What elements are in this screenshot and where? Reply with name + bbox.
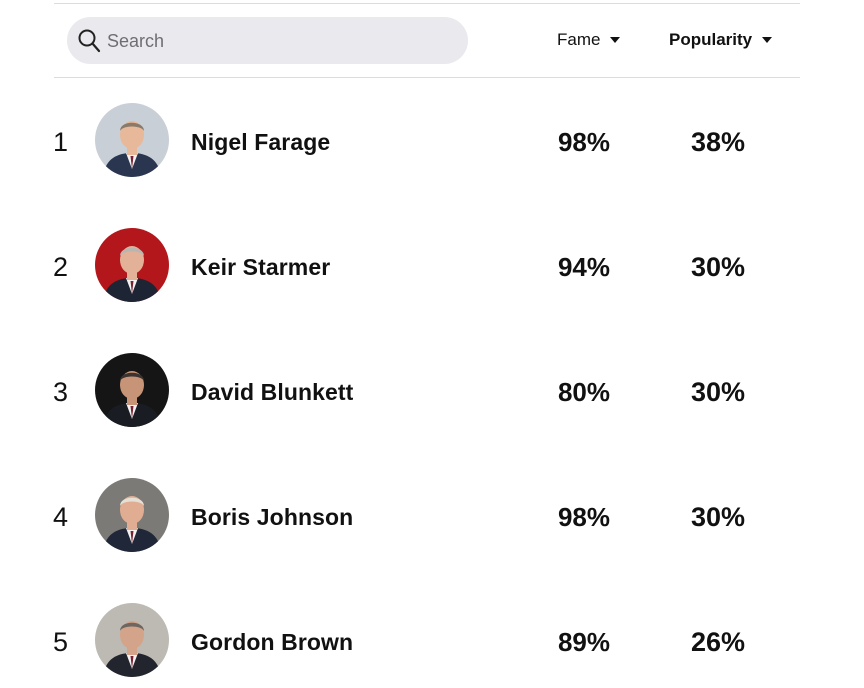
fame-value: 98% xyxy=(557,127,610,157)
person-name[interactable]: Nigel Farage xyxy=(191,129,331,155)
list-item[interactable]: 4 Boris Johnson 98% 30% xyxy=(0,478,864,558)
popularity-value: 30% xyxy=(690,252,745,282)
popularity-value: 30% xyxy=(690,502,745,532)
person-name[interactable]: Boris Johnson xyxy=(191,504,354,530)
fame-value: 80% xyxy=(557,377,610,407)
avatar[interactable] xyxy=(95,603,169,677)
avatar[interactable] xyxy=(95,103,169,177)
popularity-sort-button[interactable]: Popularity xyxy=(669,28,773,52)
fame-value: 89% xyxy=(557,627,610,657)
popularity-value: 38% xyxy=(690,127,745,157)
top-divider xyxy=(54,3,800,4)
caret-down-icon xyxy=(762,37,773,43)
portrait-image xyxy=(95,353,169,427)
person-name[interactable]: Keir Starmer xyxy=(191,254,331,280)
rank-number: 1 xyxy=(53,127,69,157)
portrait-image xyxy=(95,228,169,302)
person-name[interactable]: Gordon Brown xyxy=(191,629,354,655)
list-item[interactable]: 1 Nigel Farage 98% 38% xyxy=(0,103,864,183)
rank-number: 4 xyxy=(53,502,69,532)
portrait-image xyxy=(95,103,169,177)
fame-value: 94% xyxy=(557,252,610,282)
caret-down-icon xyxy=(610,37,621,43)
popularity-value: 26% xyxy=(690,627,745,657)
list-item[interactable]: 5 Gordon Brown 89% 26% xyxy=(0,603,864,683)
fame-value: 98% xyxy=(557,502,610,532)
popularity-column-label: Popularity xyxy=(669,30,753,49)
list-item[interactable]: 3 David Blunkett 80% 30% xyxy=(0,353,864,433)
avatar[interactable] xyxy=(95,228,169,302)
rank-number: 2 xyxy=(53,252,69,282)
avatar[interactable] xyxy=(95,478,169,552)
search-input[interactable] xyxy=(105,17,449,66)
rank-number: 5 xyxy=(53,627,69,657)
popularity-value: 30% xyxy=(690,377,745,407)
portrait-image xyxy=(95,478,169,552)
search-icon xyxy=(78,29,101,53)
search-bar[interactable] xyxy=(67,17,468,66)
person-name[interactable]: David Blunkett xyxy=(191,379,354,405)
avatar[interactable] xyxy=(95,353,169,427)
list-item[interactable]: 2 Keir Starmer 94% 30% xyxy=(0,228,864,308)
portrait-image xyxy=(95,603,169,677)
fame-sort-button[interactable]: Fame xyxy=(557,28,621,52)
rank-number: 3 xyxy=(53,377,69,407)
header-divider xyxy=(54,77,800,78)
fame-column-label: Fame xyxy=(557,30,601,49)
